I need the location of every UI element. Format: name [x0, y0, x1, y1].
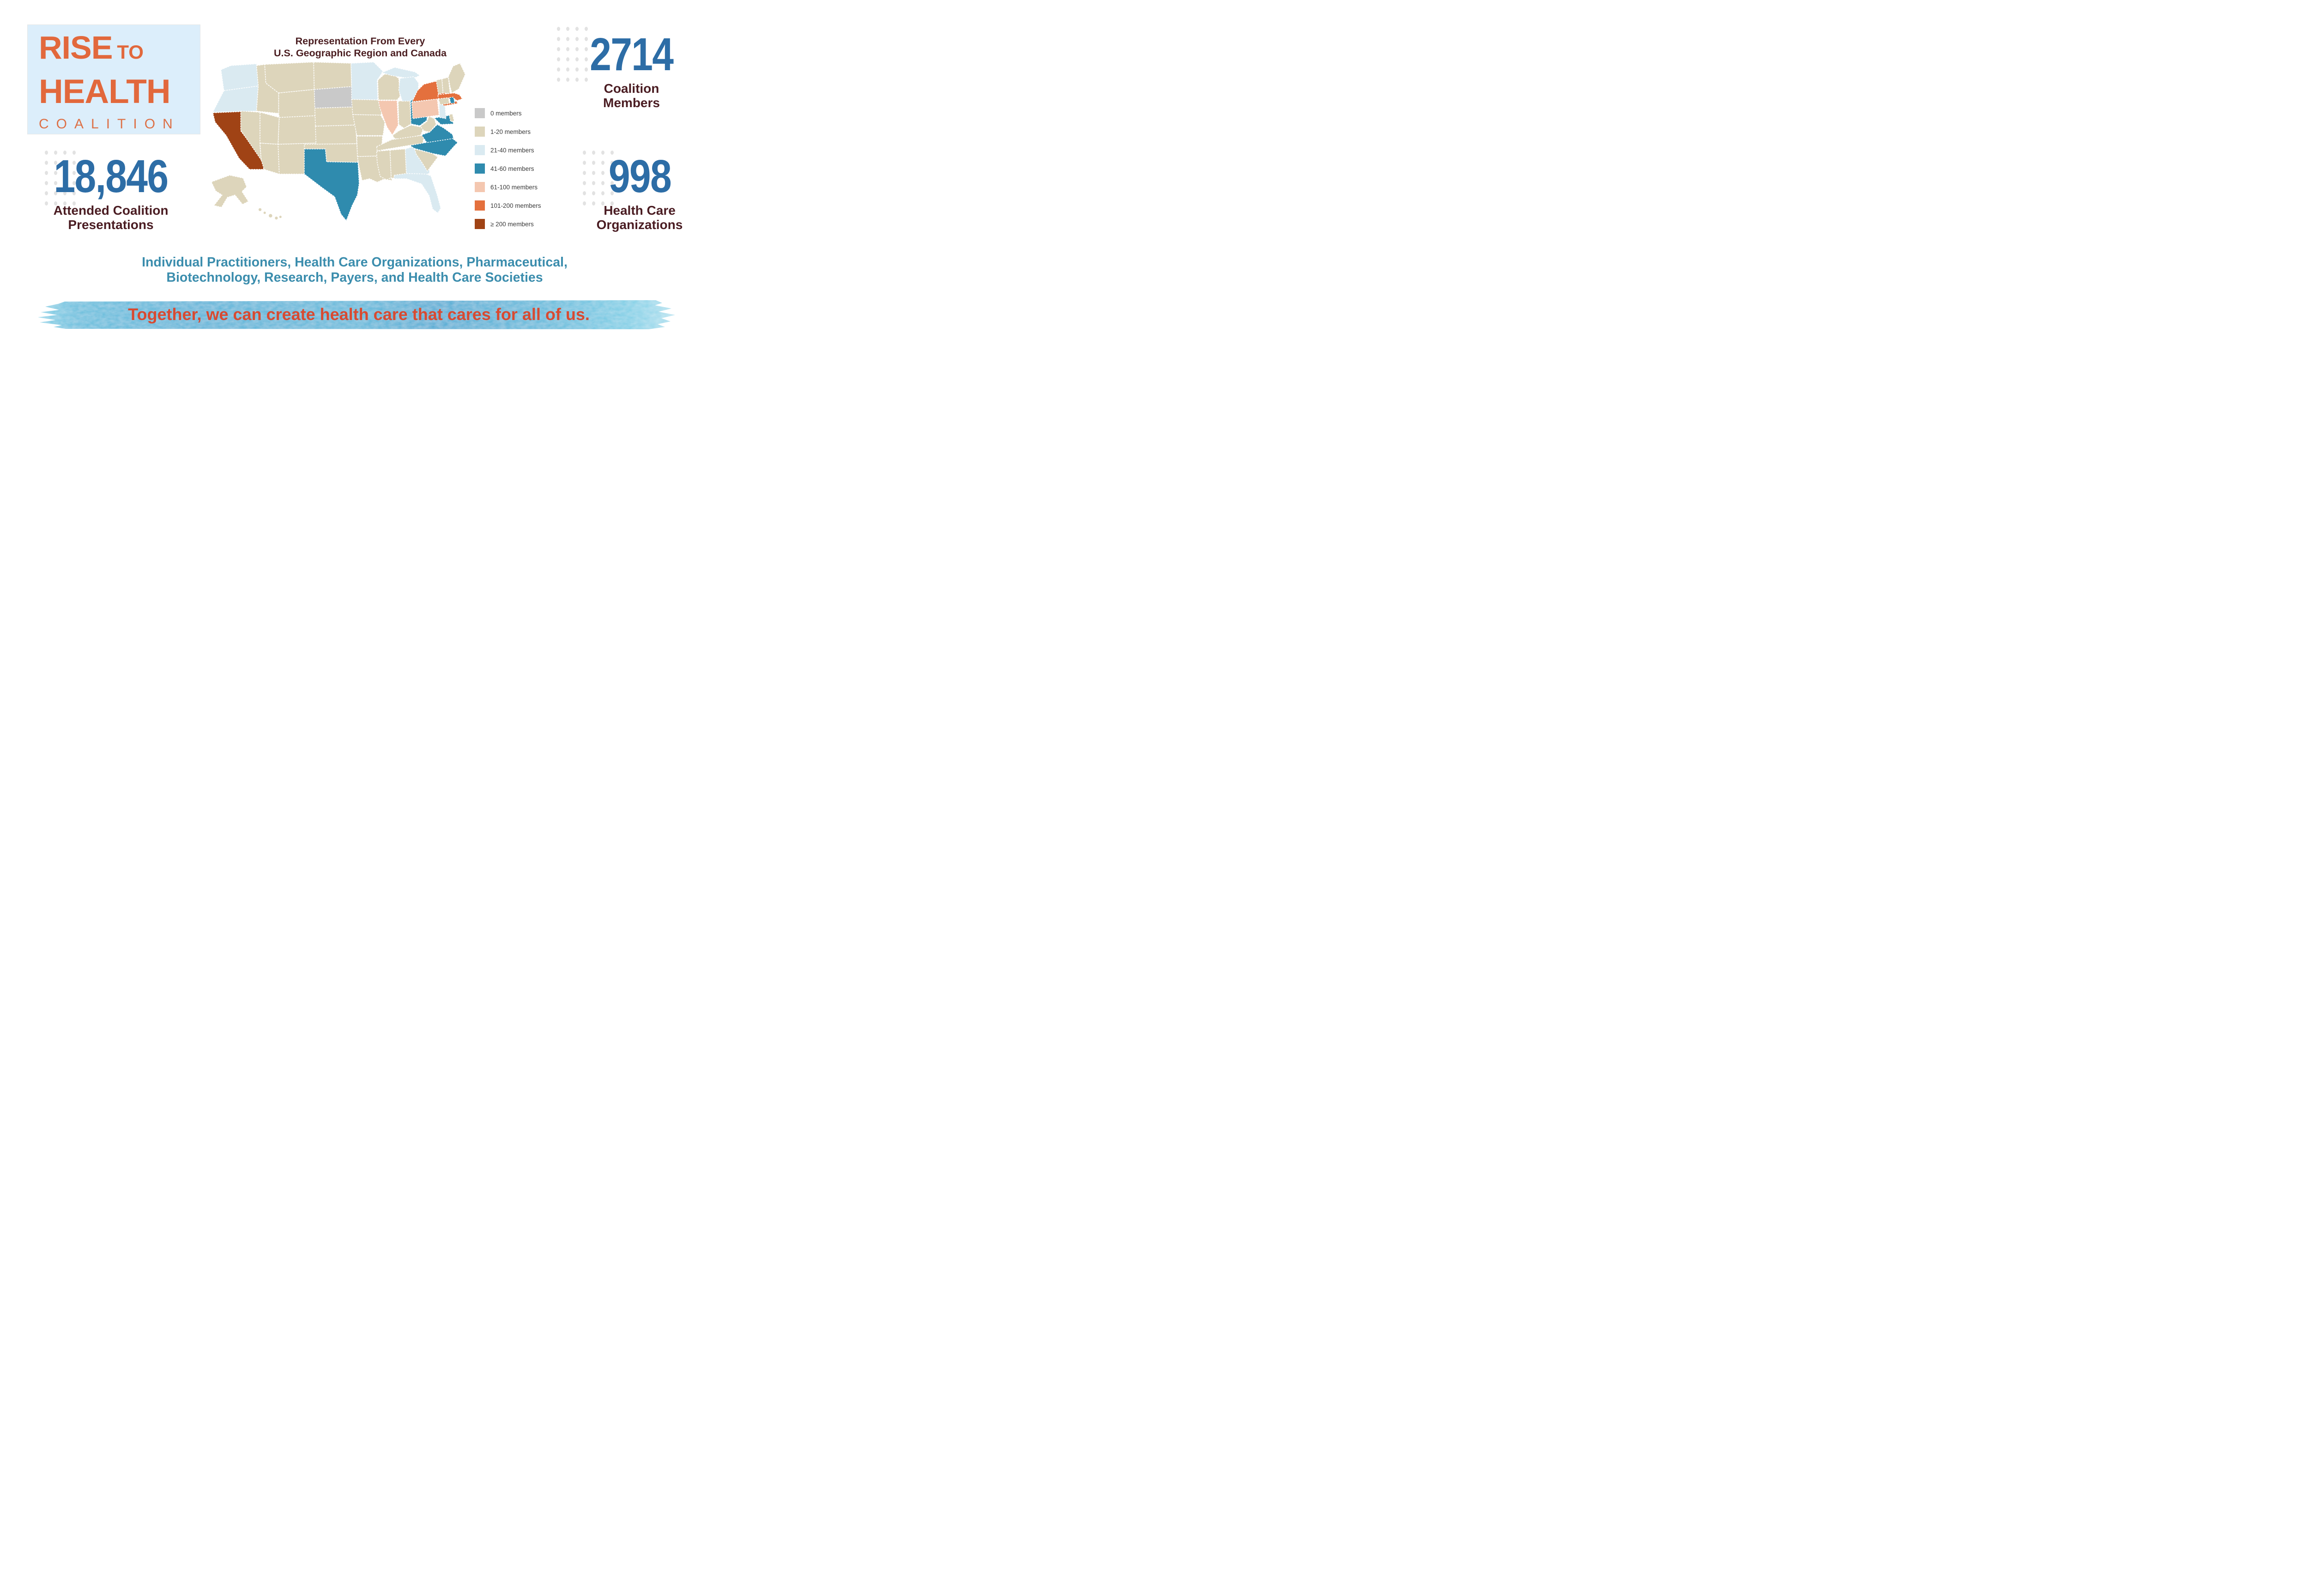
state-me — [448, 63, 466, 94]
legend-label: 61-100 members — [490, 183, 538, 191]
stat-coalition-members: 2714 Coalition Members — [566, 31, 697, 110]
state-nc — [409, 137, 458, 157]
legend-label: 21-40 members — [490, 146, 534, 154]
state-wa — [220, 63, 259, 91]
stat-label-line-2: Organizations — [596, 218, 683, 232]
stat-label: Health Care Organizations — [573, 203, 707, 232]
legend-label: ≥ 200 members — [490, 220, 534, 228]
logo-word-health: HEALTH — [39, 73, 171, 110]
state-wv — [420, 116, 437, 133]
state-mn — [351, 61, 384, 101]
state-wi — [377, 73, 400, 101]
state-in — [398, 100, 411, 129]
logo-line-1: RISE TO — [39, 30, 200, 74]
state-hi-island — [258, 208, 262, 212]
logo-word-coalition: COALITION — [39, 116, 180, 132]
legend-swatch — [475, 127, 485, 137]
state-or — [212, 85, 259, 113]
stat-value: 2714 — [590, 29, 674, 80]
legend-label: 41-60 members — [490, 165, 534, 172]
legend-row: 101-200 members — [475, 200, 541, 211]
legend-row: 61-100 members — [475, 182, 541, 192]
state-al — [389, 148, 407, 179]
map-legend: 0 members 1-20 members 21-40 members 41-60 … — [475, 108, 541, 237]
stat-attended-presentations: 18,846 Attended Coalition Presentations — [25, 153, 196, 232]
audience-line-2: Biotechnology, Research, Payers, and Hea… — [166, 270, 543, 285]
state-tn — [376, 134, 425, 151]
tagline-text: Together, we can create health care that… — [128, 305, 590, 324]
map-title: Representation From Every U.S. Geographi… — [222, 35, 499, 59]
dot-grid-decoration — [583, 151, 620, 212]
stat-value: 998 — [608, 151, 671, 202]
stat-label-line-2: Members — [603, 96, 660, 110]
infographic-canvas: RISE TO HEALTH COALITION Representation F… — [0, 0, 709, 355]
state-fl — [393, 173, 441, 214]
state-ut — [260, 112, 280, 145]
state-il — [378, 100, 399, 136]
state-hi-island — [279, 216, 282, 218]
audience-description: Individual Practitioners, Health Care Or… — [0, 255, 709, 285]
state-ct — [438, 97, 450, 105]
legend-swatch — [475, 163, 485, 174]
legend-row: 41-60 members — [475, 163, 541, 174]
brush-shape — [38, 300, 675, 329]
legend-swatch — [475, 108, 485, 118]
state-az — [260, 143, 280, 175]
stat-label: Coalition Members — [566, 81, 697, 110]
state-pa — [411, 98, 440, 119]
legend-row: 0 members — [475, 108, 541, 118]
stat-label-line-2: Presentations — [68, 218, 154, 232]
watercolor-brush-stroke — [38, 300, 675, 329]
state-wy — [278, 89, 316, 118]
legend-swatch — [475, 145, 485, 155]
state-mt — [264, 61, 315, 94]
stat-label-line-1: Health Care — [604, 203, 676, 218]
tagline-banner: Together, we can create health care that… — [38, 298, 680, 331]
state-hi-island — [263, 212, 266, 214]
logo-word-rise: RISE — [39, 30, 113, 66]
legend-swatch — [475, 200, 485, 211]
state-ks — [315, 125, 357, 145]
legend-row: ≥ 200 members — [475, 219, 541, 229]
state-hi-island — [275, 217, 278, 220]
map-title-line-1: Representation From Every — [295, 36, 425, 47]
state-co — [278, 115, 317, 145]
state-mo — [352, 114, 386, 136]
legend-label: 101-200 members — [490, 202, 541, 209]
legend-row: 1-20 members — [475, 127, 541, 137]
stat-label-line-1: Coalition — [604, 81, 659, 96]
legend-label: 0 members — [490, 109, 522, 117]
legend-row: 21-40 members — [475, 145, 541, 155]
state-ne — [314, 106, 356, 127]
legend-swatch — [475, 219, 485, 229]
state-sc — [414, 148, 438, 172]
legend-label: 1-20 members — [490, 128, 531, 135]
state-mi-upper — [381, 67, 420, 79]
legend-swatch — [475, 182, 485, 192]
stat-label-line-1: Attended Coalition — [53, 203, 169, 218]
logo-word-to: TO — [117, 41, 144, 63]
us-choropleth-map — [211, 61, 466, 221]
state-de — [448, 114, 455, 122]
map-title-line-2: U.S. Geographic Region and Canada — [274, 48, 447, 59]
dot-grid-decoration — [45, 151, 82, 212]
state-ri — [449, 97, 455, 104]
state-ak — [211, 175, 249, 208]
stat-label: Attended Coalition Presentations — [25, 203, 196, 232]
dot-grid-decoration — [557, 27, 594, 88]
state-hi-island — [269, 214, 272, 218]
state-nj — [438, 102, 447, 119]
state-tx — [304, 148, 360, 221]
state-sd — [314, 86, 353, 109]
state-nh — [441, 77, 451, 94]
rise-to-health-logo: RISE TO HEALTH COALITION — [28, 25, 200, 134]
state-nd — [313, 61, 352, 90]
stat-value: 18,846 — [54, 151, 169, 202]
stat-health-care-organizations: 998 Health Care Organizations — [573, 153, 707, 232]
audience-line-1: Individual Practitioners, Health Care Or… — [142, 255, 568, 270]
